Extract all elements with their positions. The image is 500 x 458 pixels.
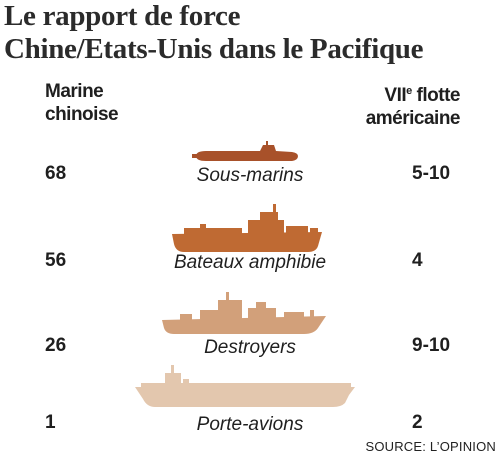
submarines-label: Sous-marins — [196, 165, 304, 186]
china-destroyers-value: 26 — [45, 335, 67, 356]
amphibious-label: Bateaux amphibie — [173, 252, 327, 273]
header-us-superscript: e — [406, 85, 412, 97]
header-us-flotte: flotte — [411, 85, 461, 106]
header-china: Marine chinoise — [45, 80, 119, 126]
submarine-icon — [192, 141, 298, 161]
source-credit: SOURCE: L’OPINION — [365, 439, 496, 454]
china-submarines-value: 68 — [45, 163, 67, 184]
destroyers-label: Destroyers — [204, 337, 296, 358]
us-amphibious-value: 4 — [412, 250, 423, 271]
title-line-2: Chine/Etats-Unis dans le Pacifique — [4, 33, 424, 65]
us-carriers-value: 2 — [412, 412, 423, 433]
china-amphibious-value: 56 — [45, 250, 67, 271]
us-submarines-value: 5-10 — [412, 163, 451, 184]
us-destroyers-value: 9-10 — [412, 335, 451, 356]
header-us: VIIe flotte américaine — [365, 80, 461, 130]
carriers-label: Porte-avions — [196, 414, 304, 435]
destroyer-icon — [162, 292, 326, 334]
china-carriers-value: 1 — [45, 412, 56, 433]
header-china-line-2: chinoise — [45, 104, 119, 125]
title-line-1: Le rapport de force — [4, 0, 241, 32]
header-us-line-2: américaine — [365, 108, 461, 129]
aircraft-carrier-icon — [135, 365, 355, 407]
infographic-title: Le rapport de force Chine/Etats-Unis dan… — [4, 0, 499, 66]
header-china-line-1: Marine — [45, 81, 104, 102]
header-us-numeral: VII — [384, 85, 407, 106]
header-us-line-1: VIIe flotte — [366, 80, 460, 107]
amphibious-ship-icon — [172, 204, 322, 252]
